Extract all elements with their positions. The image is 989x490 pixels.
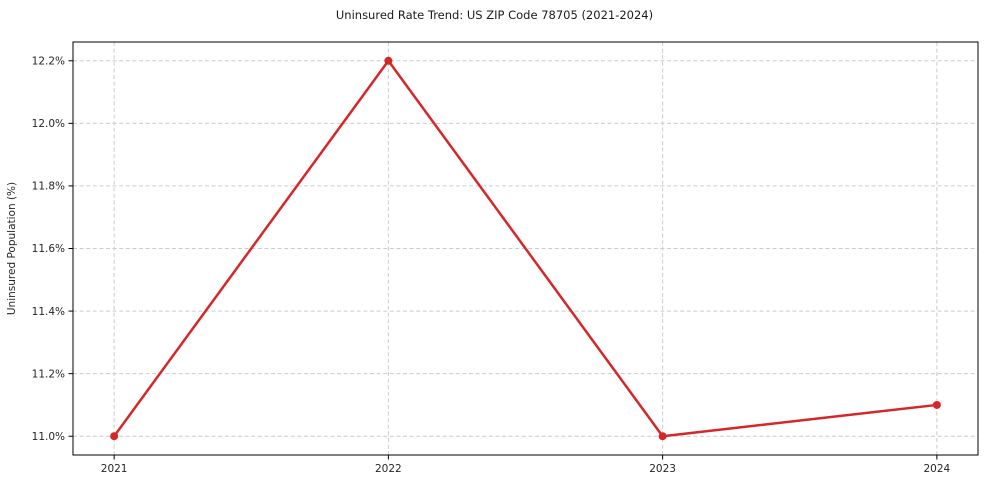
y-tick-label: 11.4% <box>32 306 65 318</box>
plot-area: 2021 2022 2023 2024 11.0% 11.2% 11.4% 11.6% 11.8… <box>32 41 979 475</box>
x-tick-label: 2024 <box>923 463 950 475</box>
y-tick-label: 12.2% <box>32 55 65 67</box>
y-tick-label: 11.0% <box>32 431 65 443</box>
data-point <box>932 400 941 409</box>
data-point <box>110 432 119 441</box>
x-tick-label: 2021 <box>101 463 128 475</box>
y-tick-label: 11.6% <box>32 243 65 255</box>
y-tick-label: 11.2% <box>32 368 65 380</box>
x-tick-label: 2023 <box>649 463 676 475</box>
y-tick-label: 12.0% <box>32 118 65 130</box>
y-tick-label: 11.8% <box>32 181 65 193</box>
data-point <box>658 432 667 441</box>
trend-line <box>112 59 939 438</box>
data-point <box>384 56 393 65</box>
chart-title: Uninsured Rate Trend: US ZIP Code 78705 … <box>335 8 654 22</box>
x-tick-label: 2022 <box>375 463 402 475</box>
y-axis-label: Uninsured Population (%) <box>6 182 18 315</box>
